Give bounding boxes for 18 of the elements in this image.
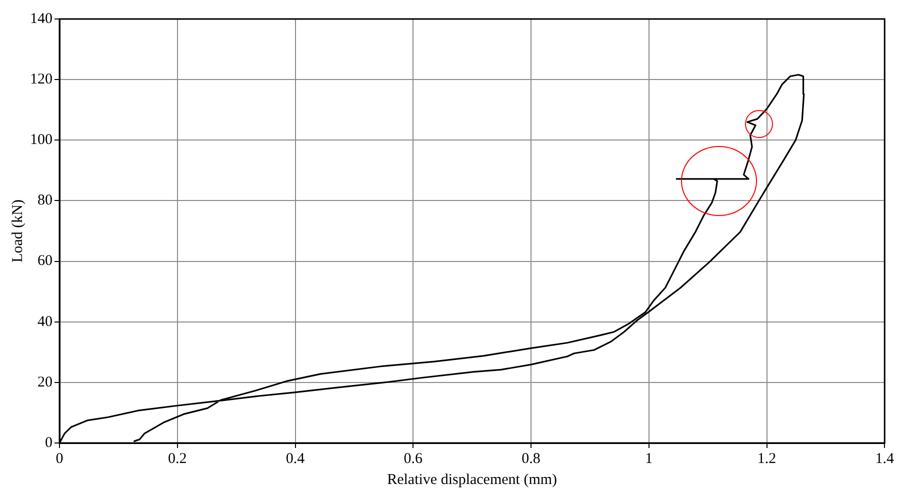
y-tick-label: 40 [38, 314, 52, 330]
x-tick-label: 0.8 [522, 450, 540, 467]
x-tick-label: 1.4 [875, 450, 894, 467]
x-tick-label: 0.2 [168, 450, 187, 467]
x-tick-label: 1.2 [757, 450, 776, 467]
x-tick-label: 0 [56, 450, 64, 467]
y-tick-label: 60 [38, 253, 52, 270]
x-tick-label: 0.4 [286, 450, 306, 467]
y-tick-label: 100 [30, 132, 52, 148]
y-tick-label: 20 [38, 374, 52, 390]
x-tick-label: 1 [645, 450, 653, 467]
y-tick-label: 0 [45, 434, 52, 451]
y-axis-title: Load (kN) [10, 200, 26, 262]
x-axis-title: Relative displacement (mm) [387, 472, 558, 488]
y-tick-label: 140 [30, 10, 52, 27]
y-tick-label: 80 [38, 192, 52, 209]
x-tick-label: 0.6 [404, 450, 423, 467]
y-tick-label: 120 [30, 72, 52, 88]
